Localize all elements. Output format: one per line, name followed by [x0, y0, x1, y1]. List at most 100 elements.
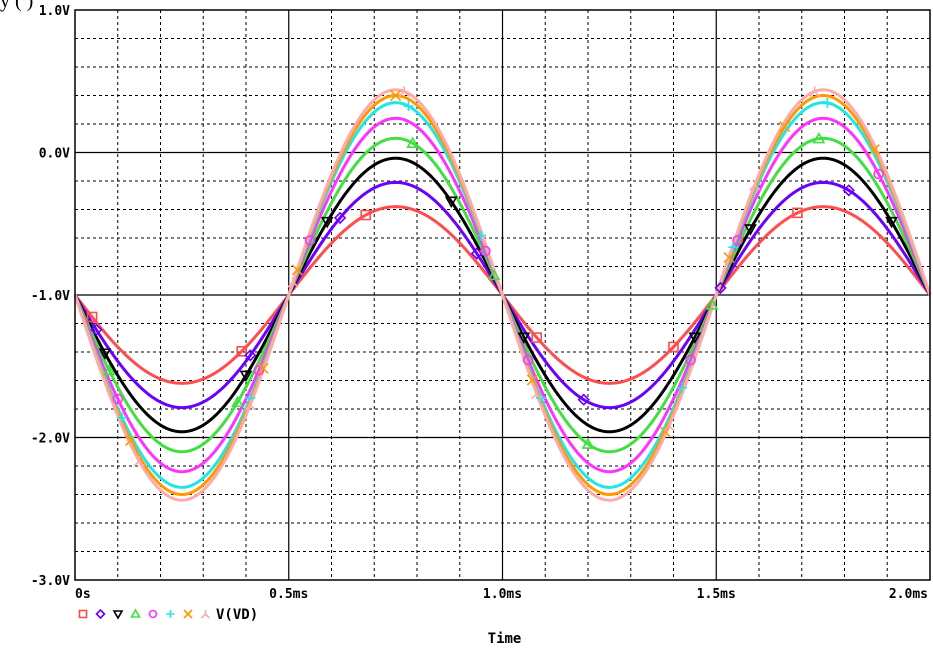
data-marker-square	[668, 341, 679, 353]
data-marker-circle	[873, 168, 885, 180]
x-tick-label: 1.0ms	[483, 587, 522, 602]
data-marker-triangle-up	[406, 136, 420, 148]
data-marker-x	[390, 89, 402, 102]
marker-circle	[112, 393, 124, 405]
data-marker-circle	[112, 393, 124, 405]
marker-diamond	[577, 393, 590, 406]
data-marker-triangle-down	[885, 216, 898, 229]
marker-square	[792, 207, 803, 219]
data-marker-square	[86, 311, 98, 323]
data-marker-plus	[476, 230, 487, 241]
data-marker-triangle-down	[98, 348, 112, 360]
marker-square	[78, 609, 88, 619]
marker-circle	[522, 354, 534, 366]
data-marker-circle	[685, 354, 696, 366]
data-marker-square	[236, 346, 248, 357]
data-marker-plus	[728, 242, 739, 253]
markers-group	[86, 86, 898, 467]
marker-plus	[166, 610, 175, 618]
data-marker-y	[749, 180, 761, 191]
data-marker-x	[868, 144, 880, 156]
marker-diamond	[90, 323, 103, 336]
data-marker-x	[526, 374, 538, 386]
marker-x	[659, 426, 671, 438]
data-marker-triangle-up	[231, 395, 244, 408]
data-marker-triangle-up	[581, 437, 595, 449]
marker-triangle-down	[517, 332, 531, 344]
marker-x	[257, 362, 269, 375]
marker-triangle-down	[112, 610, 124, 620]
marker-triangle-down	[98, 348, 112, 360]
cropped-header-text: y ( )	[0, 0, 34, 12]
data-marker-x	[659, 426, 671, 438]
data-marker-y	[133, 456, 145, 467]
grid	[75, 10, 930, 580]
data-marker-triangle-down	[320, 216, 334, 229]
marker-triangle-down	[744, 224, 757, 236]
data-marker-circle	[732, 235, 743, 246]
data-marker-triangle-down	[517, 332, 531, 344]
data-marker-plus	[822, 98, 833, 109]
marker-square	[531, 332, 543, 343]
data-marker-diamond	[90, 323, 103, 336]
marker-x	[779, 120, 791, 133]
marker-plus	[728, 242, 739, 253]
marker-square	[86, 311, 98, 323]
marker-x	[390, 89, 402, 102]
tick-labels: 1.0V 0.0V -1.0V -2.0V -3.0V 0s 0.5ms 1.0ms 1.5ms…	[31, 4, 928, 602]
y-tick-label: 1.0V	[39, 4, 70, 19]
data-marker-triangle-up	[705, 298, 719, 310]
data-marker-triangle-down	[444, 196, 458, 209]
marker-plus	[476, 230, 487, 241]
data-marker-square	[792, 207, 803, 219]
x-axis-label: Time	[488, 631, 522, 647]
marker-x	[868, 144, 880, 156]
marker-circle	[253, 364, 265, 376]
data-marker-circle	[253, 364, 265, 376]
marker-circle	[480, 245, 491, 257]
data-marker-square	[531, 332, 543, 343]
marker-triangle-up	[705, 298, 719, 310]
data-marker-diamond	[333, 211, 347, 225]
marker-y	[749, 180, 761, 191]
data-marker-y	[663, 420, 675, 432]
data-marker-plus	[403, 101, 414, 112]
data-marker-y	[398, 86, 410, 97]
legend-label: V(VD)	[216, 607, 258, 623]
marker-y	[287, 277, 299, 288]
series-line	[73, 88, 932, 502]
data-marker-x	[779, 120, 791, 133]
data-marker-plus	[677, 382, 688, 393]
data-marker-x	[183, 609, 193, 619]
data-marker-y	[531, 388, 543, 400]
data-marker-diamond	[244, 349, 257, 362]
data-marker-diamond	[95, 608, 106, 620]
data-marker-y	[287, 277, 299, 288]
marker-circle	[685, 354, 696, 366]
marker-diamond	[95, 608, 106, 620]
marker-circle	[148, 609, 158, 619]
x-tick-label: 0s	[75, 587, 91, 602]
data-marker-square	[78, 609, 88, 619]
marker-plus	[822, 98, 833, 109]
marker-triangle-down	[688, 332, 702, 344]
marker-triangle-up	[102, 363, 116, 376]
y-tick-label: -3.0V	[31, 574, 70, 589]
marker-triangle-up	[231, 395, 244, 408]
marker-x	[183, 609, 193, 619]
data-marker-plus	[117, 412, 128, 423]
x-tick-label: 1.5ms	[697, 587, 736, 602]
marker-square	[360, 209, 372, 221]
data-marker-triangle-up	[130, 608, 141, 618]
marker-diamond	[244, 349, 257, 362]
marker-y	[663, 420, 675, 432]
marker-y	[133, 456, 145, 467]
data-marker-triangle-down	[688, 332, 702, 344]
marker-y	[200, 610, 211, 619]
marker-triangle-down	[885, 216, 898, 229]
marker-plus	[677, 382, 688, 393]
marker-triangle-up	[130, 608, 141, 618]
data-marker-x	[257, 362, 269, 375]
marker-y	[244, 399, 256, 411]
